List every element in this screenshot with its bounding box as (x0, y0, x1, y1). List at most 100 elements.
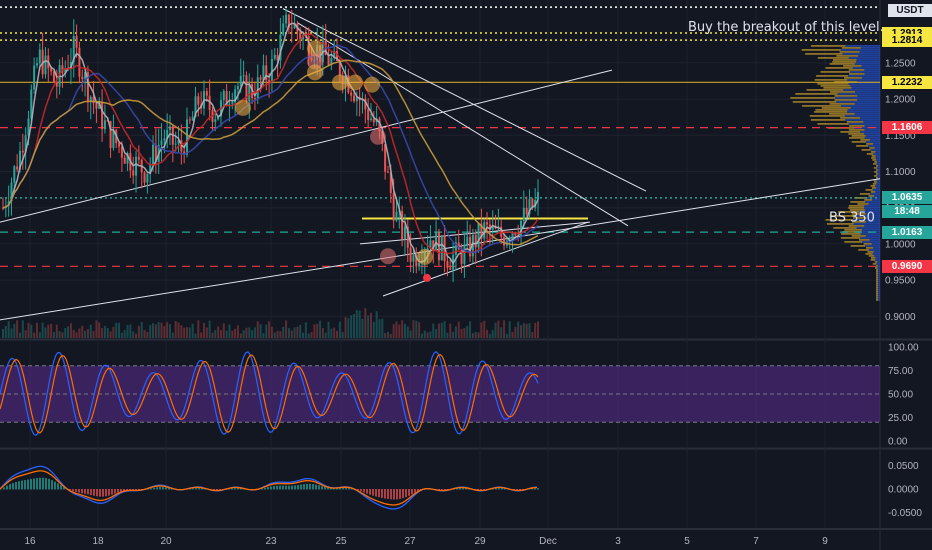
volume-profile-bar-up (874, 267, 878, 269)
volume-bar (174, 321, 177, 338)
macd-histogram-bar (411, 489, 413, 495)
volume-bar (344, 317, 347, 338)
volume-bar (537, 321, 539, 338)
candle-body (474, 234, 477, 248)
macd-signal-line (0, 470, 538, 506)
volume-profile-bar-down (875, 185, 880, 187)
ma-medium-line (2, 33, 539, 255)
volume-profile-bar-down (854, 63, 880, 65)
volume-bar (316, 323, 319, 338)
volume-bar (89, 324, 92, 338)
volume-bar (268, 321, 271, 338)
volume-bar (525, 323, 528, 338)
volume-bar (35, 322, 38, 338)
volume-profile-bar-down (871, 243, 880, 245)
price-tick-label: 0.9500 (885, 276, 916, 287)
volume-profile-bar-down (878, 273, 880, 275)
volume-bar (222, 323, 225, 338)
candle-body (35, 63, 38, 66)
volume-profile-bar-up (852, 221, 867, 223)
volume-profile-bar-down (875, 257, 880, 259)
volume-profile-bar-up (844, 229, 863, 231)
price-label-tag: 1.2232 (882, 75, 932, 89)
macd-histogram-bar (21, 480, 23, 490)
volume-bar (460, 328, 463, 338)
volume-bar (81, 325, 84, 338)
volume-profile-bar-up (849, 73, 865, 75)
volume-profile-bar-down (848, 83, 880, 85)
volume-bar (160, 322, 163, 338)
volume-profile-bar-up (811, 45, 846, 47)
macd-histogram-bar (387, 489, 389, 499)
volume-profile-bar-up (834, 95, 858, 97)
macd-histogram-bar (519, 489, 521, 491)
macd-histogram-bar (0, 489, 2, 490)
volume-profile-bar-down (877, 261, 880, 263)
volume-bar (208, 320, 211, 338)
macd-histogram-bar (39, 477, 41, 490)
volume-profile-bar-up (874, 175, 878, 177)
volume-bar (364, 308, 367, 338)
macd-histogram-bar (390, 489, 392, 500)
candle-body (262, 65, 265, 80)
volume-bar (469, 321, 472, 338)
volume-profile-bar-up (838, 211, 860, 213)
macd-histogram-bar (291, 485, 293, 490)
volume-bar (33, 332, 36, 338)
candle-body (13, 166, 16, 183)
volume-bar (177, 322, 180, 338)
volume-profile-bar-down (841, 105, 880, 107)
volume-profile-bar-down (836, 101, 880, 103)
signal-marker (307, 40, 323, 57)
volume-bar (242, 330, 245, 338)
volume-bar (197, 320, 200, 338)
macd-histogram-bar (417, 489, 419, 492)
volume-profile-bar-up (795, 93, 838, 95)
volume-bar (505, 333, 508, 338)
macd-histogram-bar (240, 488, 242, 490)
macd-histogram-bar (165, 487, 167, 490)
signal-marker (332, 74, 348, 91)
candle-body (109, 121, 112, 149)
volume-bar (44, 327, 47, 338)
macd-histogram-bar (336, 488, 338, 490)
volume-bar (452, 331, 455, 338)
macd-histogram-bar (438, 489, 440, 491)
volume-profile-bar-down (855, 91, 880, 93)
volume-profile-bar-up (866, 153, 874, 155)
stochastic-tick-label: 0.00 (888, 437, 908, 448)
volume-profile-bar-up (873, 181, 877, 183)
candle-body (253, 98, 256, 100)
volume-bar (72, 329, 75, 338)
candle-body (61, 65, 64, 73)
volume-profile-bar-down (870, 149, 880, 151)
candle-body (132, 170, 135, 176)
volume-profile-bar-down (878, 281, 880, 283)
volume-profile-bar-down (864, 69, 880, 71)
volume-profile-bar-down (877, 175, 880, 177)
macd-histogram-bar (498, 488, 500, 490)
candle-body (24, 135, 27, 153)
volume-bar (228, 324, 231, 338)
macd-histogram-bar (153, 487, 155, 490)
candle-body (429, 240, 432, 249)
volume-profile-bar-down (875, 157, 880, 159)
volume-bar (372, 321, 375, 338)
volume-profile-bar-up (802, 105, 842, 107)
macd-histogram-bar (156, 487, 158, 490)
price-label-tag: 18:48 (882, 205, 932, 219)
macd-histogram-bar (267, 487, 269, 490)
macd-histogram-bar (231, 488, 233, 490)
volume-profile-bar-up (860, 139, 871, 141)
volume-bar (520, 325, 523, 338)
macd-histogram-bar (360, 489, 362, 492)
volume-bar (398, 324, 401, 338)
volume-bar (324, 332, 327, 338)
volume-profile-bar-up (821, 107, 851, 109)
volume-bar (112, 326, 115, 338)
macd-histogram-bar (348, 487, 350, 490)
candle-body (330, 57, 333, 65)
volume-bar (403, 323, 406, 338)
volume-bar (531, 332, 534, 338)
